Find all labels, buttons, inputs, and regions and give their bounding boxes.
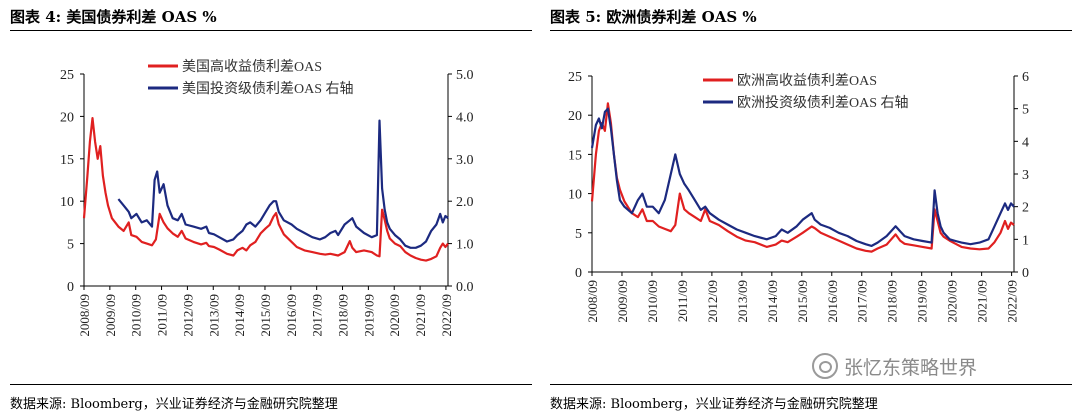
- x-axis-tick-label: 2008/09: [585, 280, 600, 323]
- figure-5-panel: 图表 5: 欧洲债券利差 OAS % 0 5 10 15 20 25 0 1 2 3 4 5 6 2008…: [540, 0, 1080, 415]
- x-axis-tick-label: 2010/09: [129, 294, 144, 337]
- x-axis-tick-label: 2022/09: [439, 294, 454, 337]
- right-axis-tick-label: 1.0: [456, 238, 474, 253]
- x-axis-tick-label: 2019/09: [915, 280, 930, 323]
- left-axis-tick-label: 20: [60, 110, 74, 125]
- right-axis-tick-label: 2: [1022, 201, 1029, 216]
- x-axis-tick-label: 2009/09: [615, 280, 630, 323]
- x-axis-tick-label: 2018/09: [336, 294, 351, 337]
- right-axis-tick-label: 5: [1022, 103, 1029, 118]
- right-axis-tick-label: 0.0: [456, 280, 474, 295]
- legend-label: 欧洲高收益债利差OAS: [737, 72, 877, 89]
- x-axis-tick-label: 2014/09: [232, 294, 247, 337]
- watermark: 张忆东策略世界: [812, 350, 977, 382]
- right-axis-tick-label: 5.0: [456, 68, 474, 83]
- x-axis-tick-label: 2015/09: [258, 294, 273, 337]
- title-rule: [550, 30, 1072, 31]
- x-axis-tick-label: 2008/09: [77, 294, 92, 337]
- left-axis-tick-label: 25: [60, 68, 74, 83]
- left-axis-tick-label: 5: [67, 238, 74, 253]
- series-line-investment-grade: [590, 107, 1015, 247]
- left-axis-tick-label: 10: [60, 195, 74, 210]
- left-axis-tick-label: 0: [67, 280, 74, 295]
- x-axis-tick-label: 2019/09: [361, 294, 376, 337]
- x-axis-tick-label: 2017/09: [310, 294, 325, 337]
- source-note: 数据来源: Bloomberg，兴业证券经济与金融研究院整理: [550, 397, 878, 412]
- x-axis-tick-label: 2016/09: [825, 280, 840, 323]
- series-line-high-yield: [82, 116, 449, 262]
- right-axis-tick-label: 1: [1022, 233, 1029, 248]
- source-rule: [10, 384, 532, 385]
- x-axis-tick-label: 2009/09: [103, 294, 118, 337]
- left-axis-tick-label: 20: [568, 109, 582, 124]
- figure-4-panel: 图表 4: 美国债券利差 OAS % 0 5 10 15 20 25 0.0 1.0 2.0 3.…: [10, 8, 532, 412]
- series-line-high-yield: [590, 102, 1015, 253]
- legend-label: 美国投资级债利差OAS 右轴: [182, 81, 354, 97]
- title-rule: [10, 30, 532, 31]
- figure-title: 图表 4: 美国债券利差 OAS %: [10, 8, 217, 26]
- left-axis-tick-label: 0: [575, 266, 582, 281]
- x-axis-tick-label: 2012/09: [705, 280, 720, 323]
- x-axis-tick-label: 2022/09: [1005, 280, 1020, 323]
- x-axis-tick-label: 2014/09: [765, 280, 780, 323]
- x-axis-tick-label: 2011/09: [675, 280, 690, 322]
- x-axis-tick-label: 2016/09: [284, 294, 299, 337]
- right-axis-tick-label: 3.0: [456, 153, 474, 168]
- figure-title: 图表 5: 欧洲债券利差 OAS %: [550, 8, 757, 26]
- x-axis-tick-label: 2011/09: [155, 294, 170, 336]
- right-axis-tick-label: 2.0: [456, 195, 474, 210]
- x-axis-tick-label: 2013/09: [206, 294, 221, 337]
- x-axis-tick-label: 2012/09: [180, 294, 195, 337]
- x-axis-tick-label: 2021/09: [413, 294, 428, 337]
- source-rule: [550, 384, 1072, 385]
- x-axis-tick-label: 2013/09: [735, 280, 750, 323]
- watermark-text: 张忆东策略世界: [844, 356, 978, 379]
- europe-spread-chart: 0 5 10 15 20 25 0 1 2 3 4 5 6 2008/09 2009/09 2010/09 20…: [568, 70, 1029, 323]
- right-axis-tick-label: 4: [1022, 135, 1029, 150]
- left-axis-tick-label: 10: [568, 188, 582, 203]
- right-axis-tick-label: 6: [1022, 70, 1029, 85]
- left-axis-tick-label: 25: [568, 70, 582, 85]
- x-axis-tick-label: 2018/09: [885, 280, 900, 323]
- x-axis-tick-label: 2020/09: [387, 294, 402, 337]
- right-axis-tick-label: 0: [1022, 266, 1029, 281]
- x-axis-tick-label: 2021/09: [975, 280, 990, 323]
- series-line-investment-grade: [117, 119, 449, 249]
- source-note: 数据来源: Bloomberg，兴业证券经济与金融研究院整理: [10, 397, 338, 412]
- legend-label: 欧洲投资级债利差OAS 右轴: [737, 95, 909, 111]
- right-axis-tick-label: 4.0: [456, 110, 474, 125]
- right-axis-tick-label: 3: [1022, 168, 1029, 183]
- us-spread-chart: 0 5 10 15 20 25 0.0 1.0 2.0 3.0 4.0 5.0 2008/09 2009/…: [60, 58, 474, 337]
- left-axis-tick-label: 15: [568, 148, 582, 163]
- x-axis-tick-label: 2010/09: [645, 280, 660, 323]
- left-axis-tick-label: 5: [575, 227, 582, 242]
- left-axis-tick-label: 15: [60, 153, 74, 168]
- legend-label: 美国高收益债利差OAS: [182, 58, 322, 75]
- wechat-icon: [812, 353, 838, 379]
- x-axis-tick-label: 2020/09: [945, 280, 960, 323]
- x-axis-tick-label: 2017/09: [855, 280, 870, 323]
- x-axis-tick-label: 2015/09: [795, 280, 810, 323]
